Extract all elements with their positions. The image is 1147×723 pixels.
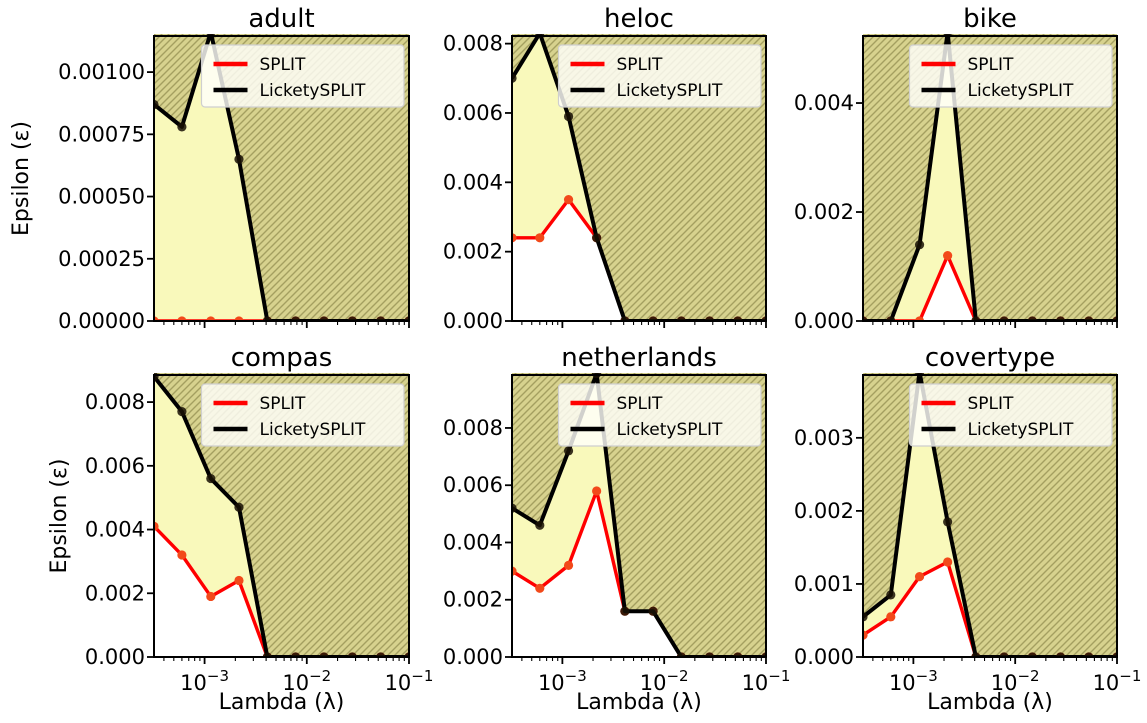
- y-tick-label: 0.004: [443, 530, 503, 554]
- panel-netherlands: 0.000 0.002 0.004 0.006 0.008 10−3 10−2 10−1 SPL…: [443, 373, 791, 695]
- panel-title: netherlands: [561, 343, 717, 373]
- y-tick-label: 0.006: [443, 101, 503, 125]
- panel-title: adult: [248, 4, 314, 34]
- x-tick-label: 10−3: [889, 667, 938, 695]
- legend: SPLIT LicketySPLIT: [557, 383, 762, 447]
- legend: SPLIT LicketySPLIT: [908, 44, 1113, 108]
- legend-label: LicketySPLIT: [260, 81, 366, 101]
- legend-box: [908, 44, 1113, 108]
- legend: SPLIT LicketySPLIT: [908, 383, 1113, 447]
- legend-label: LicketySPLIT: [968, 81, 1074, 101]
- legend: SPLIT LicketySPLIT: [200, 44, 405, 108]
- x-tick-label: 10−1: [385, 667, 434, 695]
- axes-spines: [862, 35, 1118, 322]
- y-axis-label: Epsilon (ε): [47, 458, 72, 573]
- panel-title: heloc: [604, 4, 674, 34]
- legend-box: [200, 44, 405, 108]
- x-tick-label: 10−2: [640, 667, 689, 695]
- y-tick-label: 0.004: [443, 170, 503, 194]
- legend-label: LicketySPLIT: [617, 81, 723, 101]
- y-tick-label: 0.006: [443, 473, 503, 497]
- x-axis-label: Lambda (λ): [219, 690, 345, 715]
- split-line: [863, 560, 1117, 657]
- licketysplit-line: [512, 373, 766, 657]
- y-tick-label: 0.00000: [58, 309, 145, 333]
- x-axis-label: Lambda (λ): [576, 690, 702, 715]
- axes-spines: [153, 35, 410, 322]
- legend-label: LicketySPLIT: [968, 420, 1074, 440]
- legend: SPLIT LicketySPLIT: [200, 383, 405, 447]
- legend-label: SPLIT: [617, 55, 664, 75]
- panel-title: covertype: [925, 343, 1055, 373]
- legend-box: [200, 383, 405, 447]
- y-tick-label: 0.001: [794, 572, 854, 596]
- y-tick-label: 0.002: [794, 200, 854, 224]
- x-tick-label: 10−1: [742, 667, 791, 695]
- y-tick-label: 0.008: [85, 390, 145, 414]
- y-tick-label: 0.008: [443, 32, 503, 56]
- legend-box: [908, 383, 1113, 447]
- panel-covertype: 0.000 0.001 0.002 0.003 10−3 10−2 10−1 SPLIT Lic…: [794, 373, 1142, 695]
- y-tick-label: 0.00100: [58, 60, 145, 84]
- split-line: [154, 525, 409, 657]
- axes-spines: [511, 35, 767, 322]
- x-tick-label: 10−3: [538, 667, 587, 695]
- legend-label: SPLIT: [260, 394, 307, 414]
- y-tick-label: 0.000: [794, 309, 854, 333]
- y-tick-label: 0.00050: [58, 185, 145, 209]
- legend-label: LicketySPLIT: [617, 420, 723, 440]
- panel-title: bike: [963, 4, 1017, 34]
- y-tick-label: 0.000: [794, 645, 854, 669]
- panel-heloc: 0.000 0.002 0.004 0.006 0.008 SPLIT LicketySPL…: [443, 32, 767, 333]
- legend-box: [557, 44, 762, 108]
- panel-adult: 0.00000 0.00025 0.00050 0.00075 0.00100 SPLIT…: [58, 34, 410, 333]
- y-tick-label: 0.00075: [58, 122, 145, 146]
- licketysplit-line: [154, 375, 409, 657]
- y-tick-label: 0.008: [443, 416, 503, 440]
- panel-title: compas: [231, 343, 333, 373]
- y-tick-label: 0.002: [443, 588, 503, 612]
- legend-label: SPLIT: [968, 394, 1015, 414]
- y-tick-label: 0.006: [85, 454, 145, 478]
- licketysplit-markers: [512, 34, 767, 321]
- legend-label: SPLIT: [260, 55, 307, 75]
- axes-spines: [153, 374, 410, 658]
- panel-compas: 0.000 0.002 0.004 0.006 0.008 10−3 10−2 10−1 SPL…: [85, 373, 434, 695]
- fill-between-region: [154, 376, 409, 657]
- y-tick-label: 0.000: [85, 645, 145, 669]
- legend: SPLIT LicketySPLIT: [557, 44, 762, 108]
- y-axis-label: Epsilon (ε): [9, 121, 34, 236]
- x-tick-label: 10−3: [180, 667, 229, 695]
- licketysplit-line: [512, 34, 766, 321]
- legend-label: SPLIT: [968, 55, 1015, 75]
- split-line: [512, 197, 766, 321]
- x-axis-label: Lambda (λ): [927, 690, 1053, 715]
- fill-between-region: [512, 34, 766, 321]
- y-tick-label: 0.003: [794, 426, 854, 450]
- panel-bike: 0.000 0.002 0.004 SPLIT LicketySPLIT: [794, 34, 1118, 333]
- y-tick-label: 0.004: [794, 91, 854, 115]
- y-tick-label: 0.000: [443, 309, 503, 333]
- y-tick-label: 0.002: [85, 581, 145, 605]
- x-tick-label: 10−2: [991, 667, 1040, 695]
- fill-between-region: [863, 34, 1117, 321]
- y-tick-label: 0.002: [443, 240, 503, 264]
- licketysplit-line: [863, 373, 1117, 657]
- licketysplit-line: [154, 34, 409, 321]
- y-tick-label: 0.000: [443, 645, 503, 669]
- y-tick-label: 0.004: [85, 518, 145, 542]
- y-tick-label: 0.002: [794, 499, 854, 523]
- x-tick-label: 10−1: [1093, 667, 1142, 695]
- legend-label: SPLIT: [617, 394, 664, 414]
- axes-spines: [511, 374, 767, 658]
- licketysplit-line: [863, 34, 1117, 321]
- legend-label: LicketySPLIT: [260, 420, 366, 440]
- x-tick-label: 10−2: [282, 667, 331, 695]
- legend-box: [557, 383, 762, 447]
- axes-spines: [862, 374, 1118, 658]
- y-tick-label: 0.00025: [58, 247, 145, 271]
